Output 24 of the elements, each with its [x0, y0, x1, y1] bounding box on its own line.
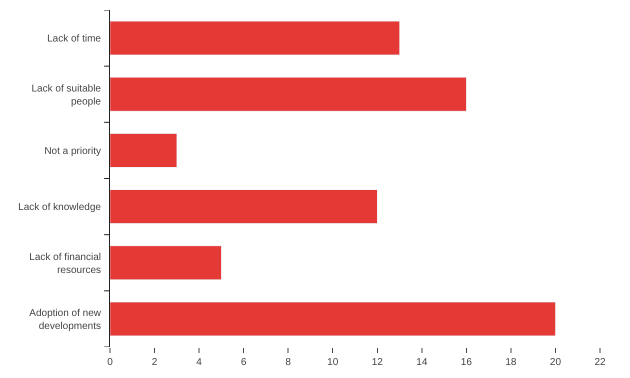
- x-tick-label: 22: [594, 357, 606, 368]
- x-tick-label: 4: [196, 357, 202, 368]
- x-tick-label: 18: [505, 357, 517, 368]
- bar: [110, 302, 556, 336]
- y-tick-label: Lack of knowledge: [18, 202, 102, 214]
- x-tick-label: 6: [240, 357, 247, 368]
- y-tick-label: Lack of time: [47, 34, 102, 45]
- x-tick-label: 0: [107, 357, 114, 368]
- x-tick-label: 12: [372, 357, 384, 368]
- y-tick-label: Adoption of new developments: [29, 308, 102, 332]
- y-tick-label: Not a priority: [44, 146, 101, 157]
- y-tick-label: Lack of financial resources: [29, 252, 101, 276]
- x-tick-label: 16: [460, 357, 472, 368]
- x-tick-label: 14: [416, 357, 428, 368]
- bar: [110, 189, 378, 224]
- bar: [110, 77, 467, 112]
- bar: [110, 246, 222, 280]
- bar: [110, 20, 400, 56]
- x-tick-label: 8: [285, 357, 292, 368]
- x-tick-label: 10: [327, 357, 339, 368]
- y-tick-label: Lack of suitable people: [32, 83, 102, 108]
- bar: [110, 133, 178, 168]
- x-tick-label: 20: [550, 357, 562, 368]
- x-tick-label: 2: [152, 357, 158, 368]
